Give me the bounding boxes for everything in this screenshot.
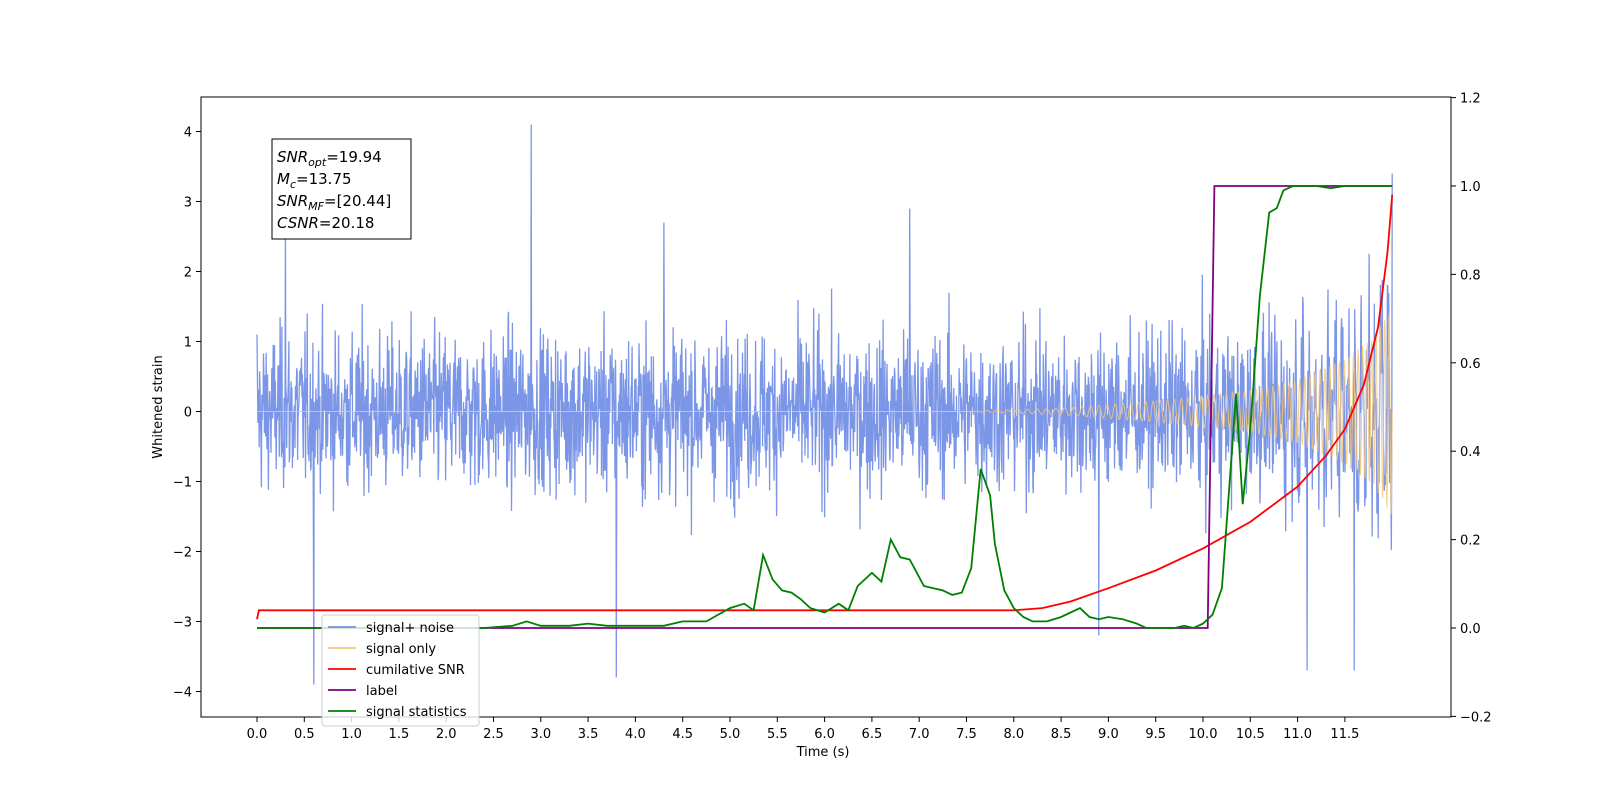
- y-tick-label: −2: [173, 546, 192, 561]
- x-tick-label: 7.0: [909, 727, 930, 742]
- y2-tick-label: 0.4: [1460, 445, 1481, 460]
- y2-tick-label: 0.2: [1460, 534, 1481, 549]
- cumilative-snr-line: [256, 194, 1394, 620]
- x-tick-label: 0.5: [294, 727, 315, 742]
- plot-frame: [200, 96, 1452, 718]
- y2-tick-label: 0.0: [1460, 622, 1481, 637]
- x-tick-label: 6.0: [814, 727, 835, 742]
- right-axis-series: [256, 185, 1394, 629]
- y2-tick-label: 1.0: [1460, 180, 1481, 195]
- y-tick-label: 0: [184, 406, 192, 421]
- x-tick-label: 4.5: [672, 727, 693, 742]
- y-tick-label: −4: [173, 686, 192, 701]
- x-tick-label: 0.0: [247, 727, 268, 742]
- x-tick-label: 4.0: [625, 727, 646, 742]
- x-tick-label: 10.5: [1236, 727, 1265, 742]
- y-tick-label: 2: [184, 266, 192, 281]
- legend-label: cumilative SNR: [366, 663, 465, 678]
- x-tick-label: 6.5: [862, 727, 883, 742]
- annotation-line: SNRMF=[20.44]: [277, 192, 391, 213]
- signal-statistics-line: [257, 185, 1393, 629]
- legend: signal+ noise signal only cumilative SNR la…: [321, 614, 480, 727]
- y-tick-label: 4: [184, 126, 192, 141]
- y-tick-label: 1: [184, 336, 192, 351]
- y2-tick-label: 0.8: [1460, 268, 1481, 283]
- legend-frame: [321, 614, 480, 727]
- y2-tick-label: 0.6: [1460, 357, 1481, 372]
- x-tick-label: 1.0: [341, 727, 362, 742]
- x-tick-label: 11.0: [1283, 727, 1312, 742]
- x-tick-label: 2.0: [436, 727, 457, 742]
- x-tick-label: 9.0: [1098, 727, 1119, 742]
- signal-plus-noise-line: [256, 124, 1393, 685]
- y-tick-label: 3: [184, 196, 192, 211]
- legend-label: signal only: [366, 642, 436, 657]
- x-axis-label: Time (s): [796, 745, 850, 760]
- y2-axis-ticks: 1.2 1.0 0.8 0.6 0.4 0.2 0.0 −0.2: [1451, 92, 1492, 725]
- annotation-box: SNRopt=19.94Mc=13.75SNRMF=[20.44]CSNR=20…: [271, 138, 412, 240]
- legend-label: label: [366, 684, 397, 699]
- y2-tick-label: −0.2: [1460, 710, 1492, 725]
- y2-tick-label: 1.2: [1460, 92, 1481, 107]
- x-tick-label: 2.5: [483, 727, 504, 742]
- annotation-frame: [271, 138, 412, 240]
- y-axis-label: Whitened strain: [151, 355, 166, 458]
- x-tick-label: 5.5: [767, 727, 788, 742]
- x-tick-label: 3.5: [578, 727, 599, 742]
- annotation-line: SNRopt=19.94: [277, 148, 382, 169]
- y-axis-ticks: 4 3 2 1 0 −1 −2 −3 −4: [173, 126, 201, 701]
- annotation-line: CSNR=20.18: [277, 214, 374, 232]
- x-axis-ticks: 0.0 0.5 1.0 1.5 2.0 2.5 3.0 3.5 4.0 4.5 5.0 5.5 6.0 6…: [247, 717, 1359, 742]
- x-tick-label: 3.0: [530, 727, 551, 742]
- x-tick-label: 1.5: [389, 727, 410, 742]
- x-tick-label: 8.0: [1003, 727, 1024, 742]
- series-signal-plus-noise: [256, 124, 1393, 685]
- legend-label: signal+ noise: [366, 621, 454, 636]
- x-tick-label: 5.0: [720, 727, 741, 742]
- series-signal-only: [257, 314, 1393, 515]
- legend-label: signal statistics: [366, 705, 467, 720]
- x-tick-label: 11.5: [1330, 727, 1359, 742]
- x-tick-label: 9.5: [1145, 727, 1166, 742]
- x-tick-label: 10.0: [1189, 727, 1218, 742]
- annotation-line: Mc=13.75: [277, 170, 352, 191]
- y-tick-label: −3: [173, 616, 192, 631]
- x-tick-label: 7.5: [956, 727, 977, 742]
- signal-only-line: [257, 314, 1393, 515]
- y-tick-label: −1: [173, 476, 192, 491]
- x-tick-label: 8.5: [1051, 727, 1072, 742]
